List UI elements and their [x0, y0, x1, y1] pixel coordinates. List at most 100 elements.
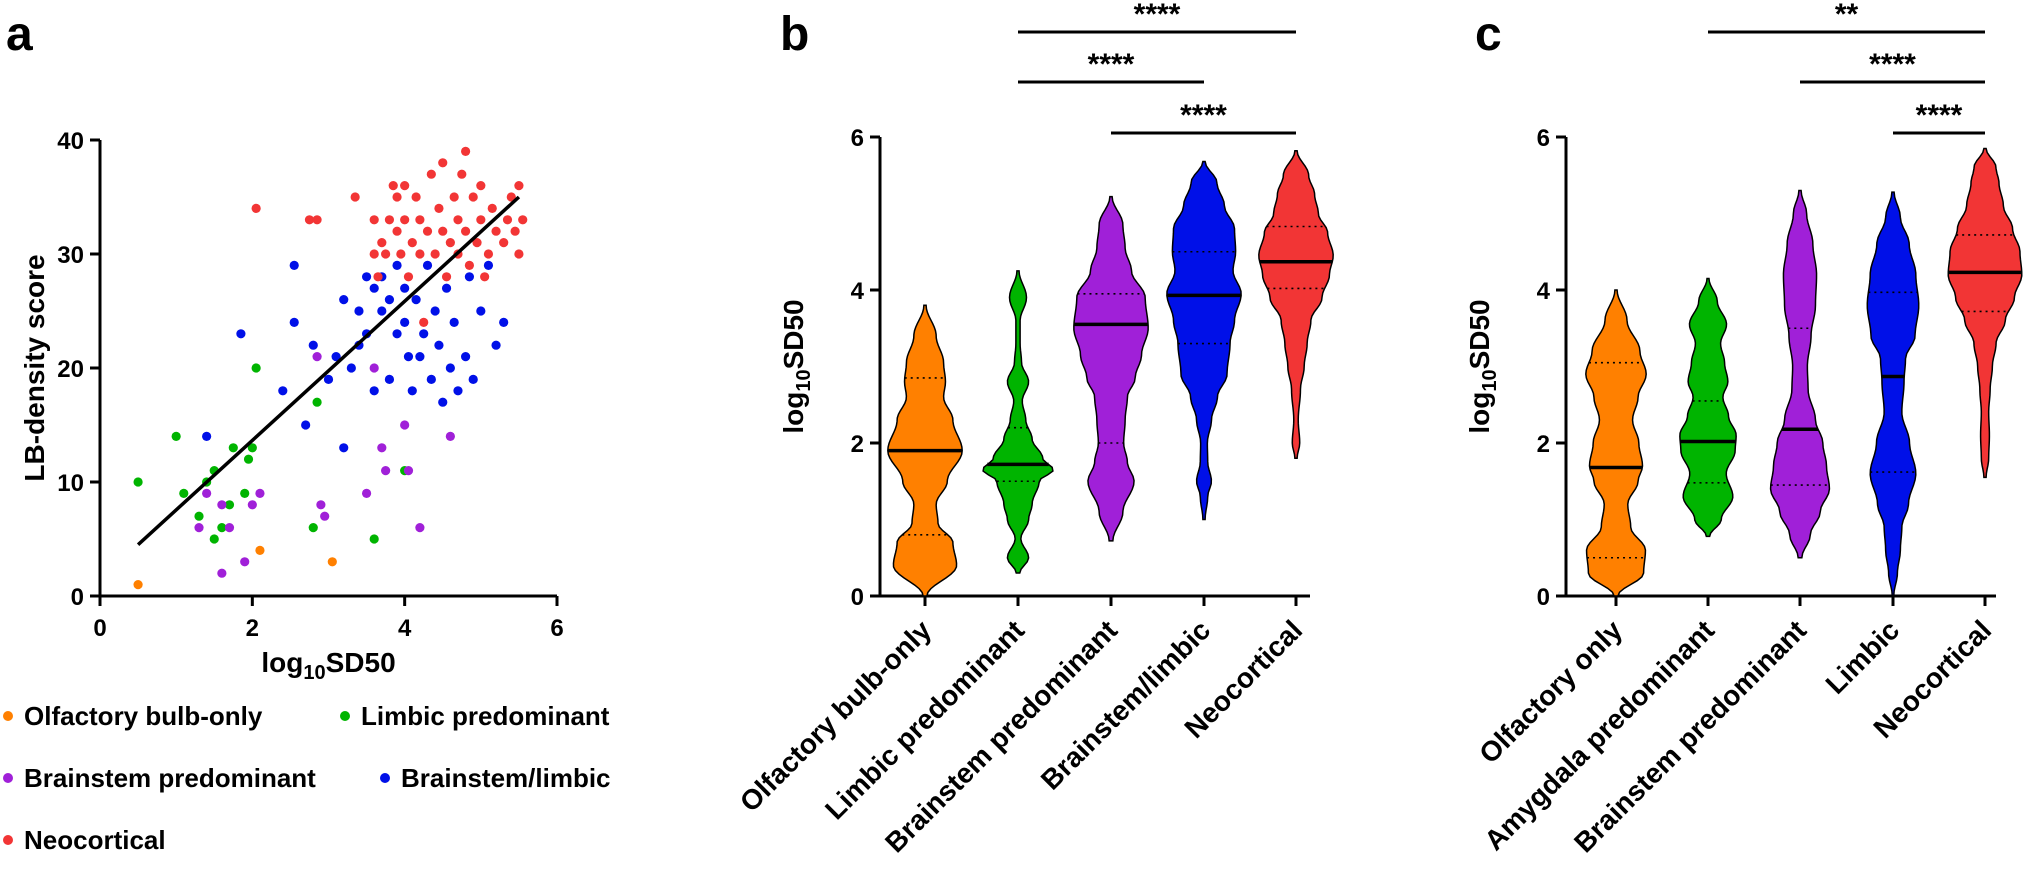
y-axis-title-rest: SD50 [778, 299, 809, 369]
scatter-point [411, 192, 421, 202]
scatter-point [202, 431, 212, 441]
y-axis-title-main: log [778, 392, 809, 434]
legend-marker [380, 773, 390, 783]
scatter-point [133, 580, 143, 590]
scatter-point [312, 352, 322, 362]
violin-body [1866, 191, 1920, 597]
scatter-point [461, 146, 471, 156]
scatter-point [449, 192, 459, 202]
scatter-point [502, 215, 513, 225]
y-tick-label: 4 [851, 278, 865, 305]
legend-label: Olfactory bulb-only [24, 701, 263, 731]
scatter-point [434, 203, 444, 213]
y-tick-label: 40 [57, 128, 84, 155]
y-tick-label: 0 [71, 584, 84, 611]
scatter-point [453, 386, 463, 396]
scatter-point [445, 363, 455, 373]
scatter-point [476, 181, 486, 191]
scatter-point [331, 352, 341, 362]
scatter-point [419, 317, 429, 327]
scatter-point [461, 226, 471, 236]
scatter-point [369, 249, 379, 259]
scatter-point [464, 272, 475, 282]
scatter-point [217, 568, 227, 578]
scatter-point [415, 215, 425, 225]
scatter-point [240, 557, 250, 567]
scatter-point [491, 340, 501, 350]
scatter-point [224, 523, 235, 533]
scatter-point [514, 249, 524, 259]
scatter-point [327, 557, 337, 567]
scatter-point [240, 488, 250, 498]
scatter-point [480, 272, 490, 282]
scatter-point [453, 215, 463, 225]
y-tick-label: 0 [1537, 584, 1550, 611]
scatter-point [388, 181, 398, 191]
scatter-point [464, 260, 475, 270]
scatter-point [369, 283, 379, 293]
scatter-point [384, 215, 395, 225]
panel-label-b: b [780, 8, 809, 61]
x-tick-label: 4 [398, 615, 412, 642]
scatter-point [251, 363, 261, 373]
legend-label: Brainstem predominant [24, 763, 316, 793]
scatter-point [400, 215, 410, 225]
y-tick-label: 6 [851, 125, 864, 152]
violin-body [1258, 150, 1334, 460]
scatter-point [422, 226, 433, 236]
scatter-point [255, 545, 265, 556]
scatter-point [304, 215, 315, 225]
scatter-point [369, 534, 379, 544]
scatter-point [403, 272, 414, 282]
scatter-point [236, 329, 246, 339]
significance-label: **** [1088, 48, 1135, 81]
significance-label: **** [1916, 99, 1963, 132]
scatter-point [381, 466, 391, 476]
y-tick-label: 6 [1537, 125, 1550, 152]
scatter-point [377, 238, 387, 248]
scatter-point [392, 226, 402, 236]
scatter-point [289, 260, 299, 270]
x-axis-title-main: log [261, 647, 303, 678]
panel-label-a: a [6, 8, 33, 61]
y-axis-title-sub: 10 [1479, 369, 1501, 391]
scatter-point [350, 192, 360, 202]
scatter-point [320, 511, 330, 521]
scatter-point [403, 352, 414, 362]
legend-label: Brainstem/limbic [401, 763, 611, 793]
scatter-point [133, 477, 143, 487]
y-axis-title: log10SD50 [778, 299, 815, 433]
scatter-point [202, 488, 212, 498]
y-tick-label: 4 [1537, 278, 1551, 305]
scatter-point [361, 488, 372, 498]
scatter-point [384, 295, 395, 305]
scatter-point [499, 317, 509, 327]
y-tick-label: 2 [1537, 431, 1550, 458]
y-axis-title: LB-density score [19, 254, 50, 481]
scatter-point [301, 420, 311, 430]
scatter-point [224, 500, 235, 510]
scatter-point [179, 488, 189, 498]
scatter-point [289, 317, 299, 327]
y-tick-label: 20 [57, 356, 84, 383]
scatter-point [194, 511, 204, 521]
y-axis-title-sub: 10 [793, 369, 815, 391]
scatter-point [491, 226, 501, 236]
x-axis-title-sub: 10 [303, 662, 325, 684]
scatter-point [217, 523, 227, 533]
scatter-point [312, 397, 322, 407]
scatter-point [384, 374, 395, 384]
scatter-point [400, 181, 410, 191]
scatter-point [209, 534, 219, 544]
scatter-point [476, 215, 486, 225]
scatter-point [506, 192, 516, 202]
scatter-point [441, 283, 452, 293]
y-tick-label: 10 [57, 470, 84, 497]
category-label: Brainstem/limbic [1035, 614, 1216, 795]
scatter-point [369, 363, 379, 373]
violin-body [1947, 147, 2023, 479]
scatter-point [461, 352, 471, 362]
scatter-point [361, 272, 372, 282]
scatter-point [369, 215, 379, 225]
